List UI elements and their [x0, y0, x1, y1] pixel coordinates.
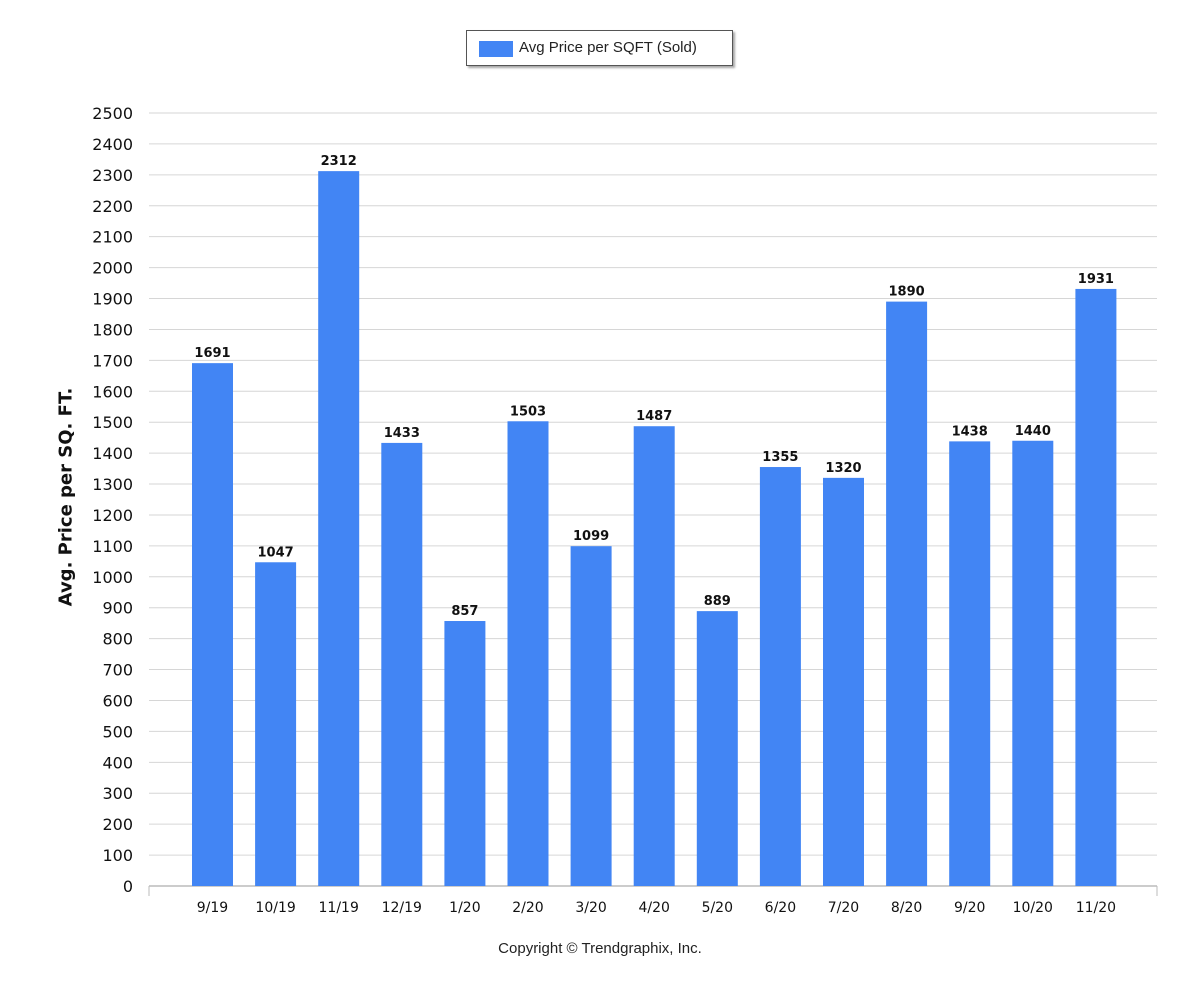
x-tick-label: 7/20 — [828, 900, 859, 916]
data-label: 1320 — [825, 461, 861, 476]
y-tick-label: 2100 — [92, 228, 133, 247]
data-label: 1691 — [194, 346, 230, 361]
x-tick-label: 4/20 — [638, 900, 669, 916]
data-label: 1890 — [889, 285, 925, 300]
x-tick-label: 10/20 — [1013, 900, 1053, 916]
y-tick-label: 2500 — [92, 104, 133, 123]
x-tick-label: 1/20 — [449, 900, 480, 916]
y-tick-label: 1300 — [92, 475, 133, 494]
data-label: 1355 — [762, 450, 798, 465]
bar — [696, 611, 738, 886]
y-tick-label: 800 — [102, 630, 133, 649]
data-label: 1099 — [573, 529, 609, 544]
y-tick-label: 500 — [102, 722, 133, 741]
y-tick-label: 1900 — [92, 290, 133, 309]
bar — [823, 477, 864, 886]
y-tick-label: 100 — [102, 846, 133, 865]
y-tick-label: 1500 — [92, 413, 133, 432]
bar — [1075, 288, 1117, 886]
legend: Avg Price per SQFT (Sold) — [466, 30, 733, 66]
x-tick-label: 10/19 — [255, 900, 295, 916]
x-tick-label: 5/20 — [702, 900, 733, 916]
y-tick-label: 300 — [102, 784, 133, 803]
y-tick-label: 2200 — [92, 197, 133, 216]
y-tick-label: 1000 — [92, 568, 133, 587]
bar — [886, 301, 928, 886]
data-label: 857 — [451, 604, 478, 619]
x-tick-label: 8/20 — [891, 900, 922, 916]
y-tick-label: 1100 — [92, 537, 133, 556]
y-tick-label: 400 — [102, 753, 133, 772]
x-tick-label: 3/20 — [575, 900, 606, 916]
bar — [318, 171, 360, 887]
copyright-footer: Copyright © Trendgraphix, Inc. — [498, 940, 702, 957]
x-tick-label: 11/19 — [319, 900, 359, 916]
bar — [381, 442, 423, 886]
x-tick-label: 9/19 — [197, 900, 228, 916]
bar — [507, 421, 549, 886]
y-tick-label: 700 — [102, 661, 133, 680]
y-tick-label: 1800 — [92, 320, 133, 339]
data-label: 1931 — [1078, 272, 1114, 287]
x-tick-label: 2/20 — [512, 900, 543, 916]
data-label: 1440 — [1015, 424, 1051, 439]
legend-label: Avg Price per SQFT (Sold) — [519, 39, 697, 56]
data-label: 1503 — [510, 404, 546, 419]
data-label: 2312 — [321, 154, 357, 169]
y-tick-label: 1200 — [92, 506, 133, 525]
y-tick-label: 900 — [102, 599, 133, 618]
data-label: 1047 — [258, 545, 294, 560]
bar — [759, 467, 801, 886]
y-tick-label: 1400 — [92, 444, 133, 463]
bar — [192, 363, 233, 886]
bar — [444, 621, 486, 886]
y-tick-label: 2000 — [92, 259, 133, 278]
y-tick-label: 600 — [102, 691, 133, 710]
x-tick-label: 6/20 — [765, 900, 796, 916]
y-tick-label: 2400 — [92, 135, 133, 154]
data-label: 1487 — [636, 409, 672, 424]
x-tick-label: 12/19 — [382, 900, 422, 916]
data-label: 1438 — [952, 424, 988, 439]
y-tick-label: 1600 — [92, 382, 133, 401]
data-label: 1433 — [384, 426, 420, 441]
y-tick-label: 1700 — [92, 351, 133, 370]
bar — [633, 426, 675, 886]
bar — [1012, 440, 1054, 886]
y-tick-label: 0 — [123, 877, 133, 896]
y-tick-label: 2300 — [92, 166, 133, 185]
data-label: 889 — [704, 594, 731, 609]
y-tick-label: 200 — [102, 815, 133, 834]
x-tick-label: 11/20 — [1076, 900, 1116, 916]
bar — [570, 546, 612, 886]
bar — [949, 441, 991, 886]
x-tick-label: 9/20 — [954, 900, 985, 916]
legend-swatch — [479, 41, 513, 57]
bar — [255, 562, 297, 886]
